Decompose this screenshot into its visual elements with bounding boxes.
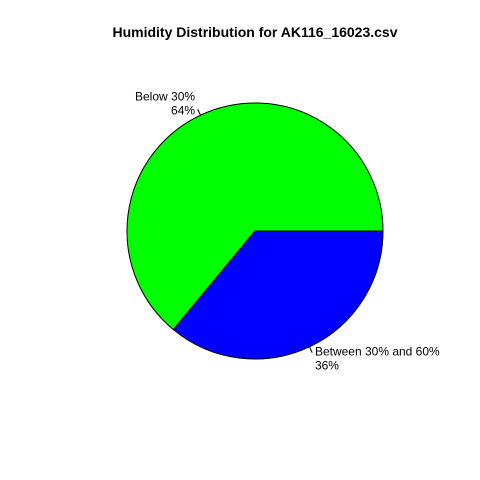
pie-slice-percent: 64%	[171, 104, 195, 118]
pie-slice-category: Below 30%	[135, 90, 195, 104]
pie-label-tick	[197, 109, 201, 116]
pie-slice	[126, 102, 384, 331]
pie-label-tick	[309, 346, 313, 353]
pie-slices	[126, 102, 384, 360]
pie-slice-label: Between 30% and 60% 36%	[315, 344, 440, 372]
pie-slice	[172, 230, 384, 360]
pie-labels: Below 30% 64% Between 30% and 60% 36%	[135, 90, 440, 373]
pie-slice-category: Between 30% and 60%	[315, 344, 440, 358]
pie-slice-label: Below 30% 64%	[135, 90, 195, 118]
chart-title: Humidity Distribution for AK116_16023.cs…	[112, 24, 397, 40]
pie-slice-percent: 36%	[315, 358, 339, 372]
